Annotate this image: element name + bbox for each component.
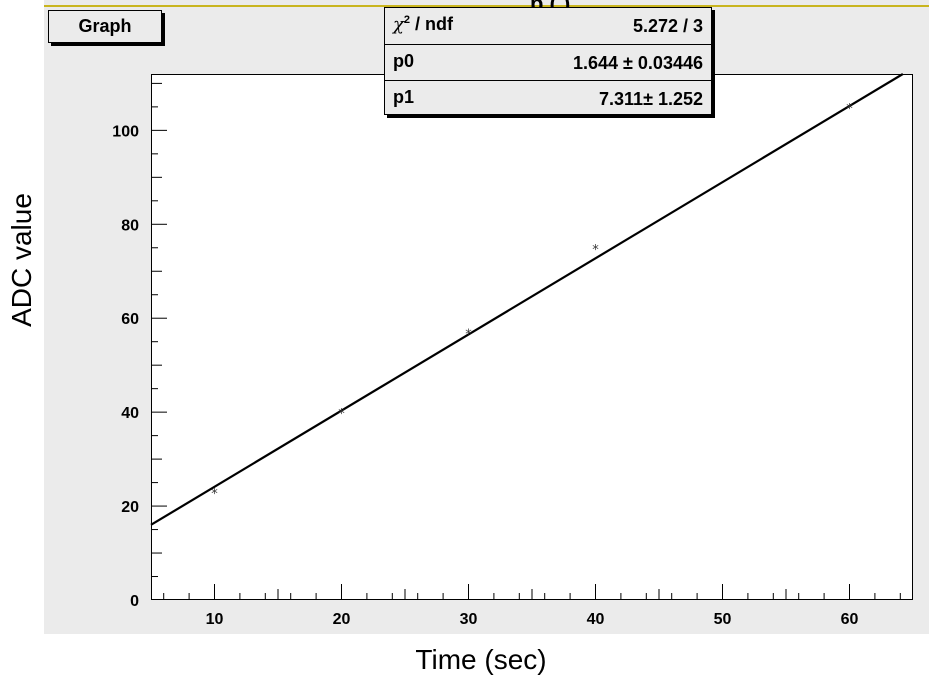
x-tick-label: 30 xyxy=(460,611,478,628)
y-tick-label: 20 xyxy=(121,499,139,516)
title-underline xyxy=(44,5,929,7)
x-tick-label: 40 xyxy=(587,611,605,628)
stat-key-chi2: χ2 / ndf xyxy=(393,14,454,35)
data-point: * xyxy=(846,102,853,117)
fit-stats-box[interactable]: χ2 / ndf 5.272 / 3 p0 1.644 ± 0.03446 p1… xyxy=(384,7,712,115)
x-tick-label: 50 xyxy=(714,611,732,628)
plot-area xyxy=(151,74,913,600)
stat-value-p0: 1.644 ± 0.03446 xyxy=(573,53,703,73)
x-axis-label: Time (sec) xyxy=(415,644,547,675)
stat-row-chi2: χ2 / ndf 5.272 / 3 xyxy=(385,8,711,44)
y-tick-label: 100 xyxy=(112,123,139,140)
x-tick-label: 60 xyxy=(841,611,859,628)
x-tick-label: 20 xyxy=(333,611,351,628)
stat-key-p0: p0 xyxy=(393,51,415,71)
graph-title-label: Graph xyxy=(78,16,132,36)
y-axis-label: ADC value xyxy=(6,193,37,327)
graph-title-box[interactable]: Graph xyxy=(48,10,162,43)
data-point: * xyxy=(211,487,218,502)
data-point: * xyxy=(592,243,599,258)
data-point: * xyxy=(338,407,345,422)
stat-row-p1: p1 7.311± 1.252 xyxy=(385,80,711,117)
data-point: * xyxy=(465,327,472,342)
y-tick-label: 60 xyxy=(121,311,139,328)
stat-row-p0: p0 1.644 ± 0.03446 xyxy=(385,44,711,81)
stat-value-chi2: 5.272 / 3 xyxy=(632,16,703,36)
stat-value-p1: 7.311± 1.252 xyxy=(599,89,703,109)
stat-key-p1: p1 xyxy=(393,87,415,107)
y-tick-label: 0 xyxy=(130,593,139,610)
fit-line xyxy=(150,73,904,526)
y-tick-label: 40 xyxy=(121,405,139,422)
x-tick-label: 10 xyxy=(206,611,224,628)
y-tick-label: 80 xyxy=(121,217,139,234)
